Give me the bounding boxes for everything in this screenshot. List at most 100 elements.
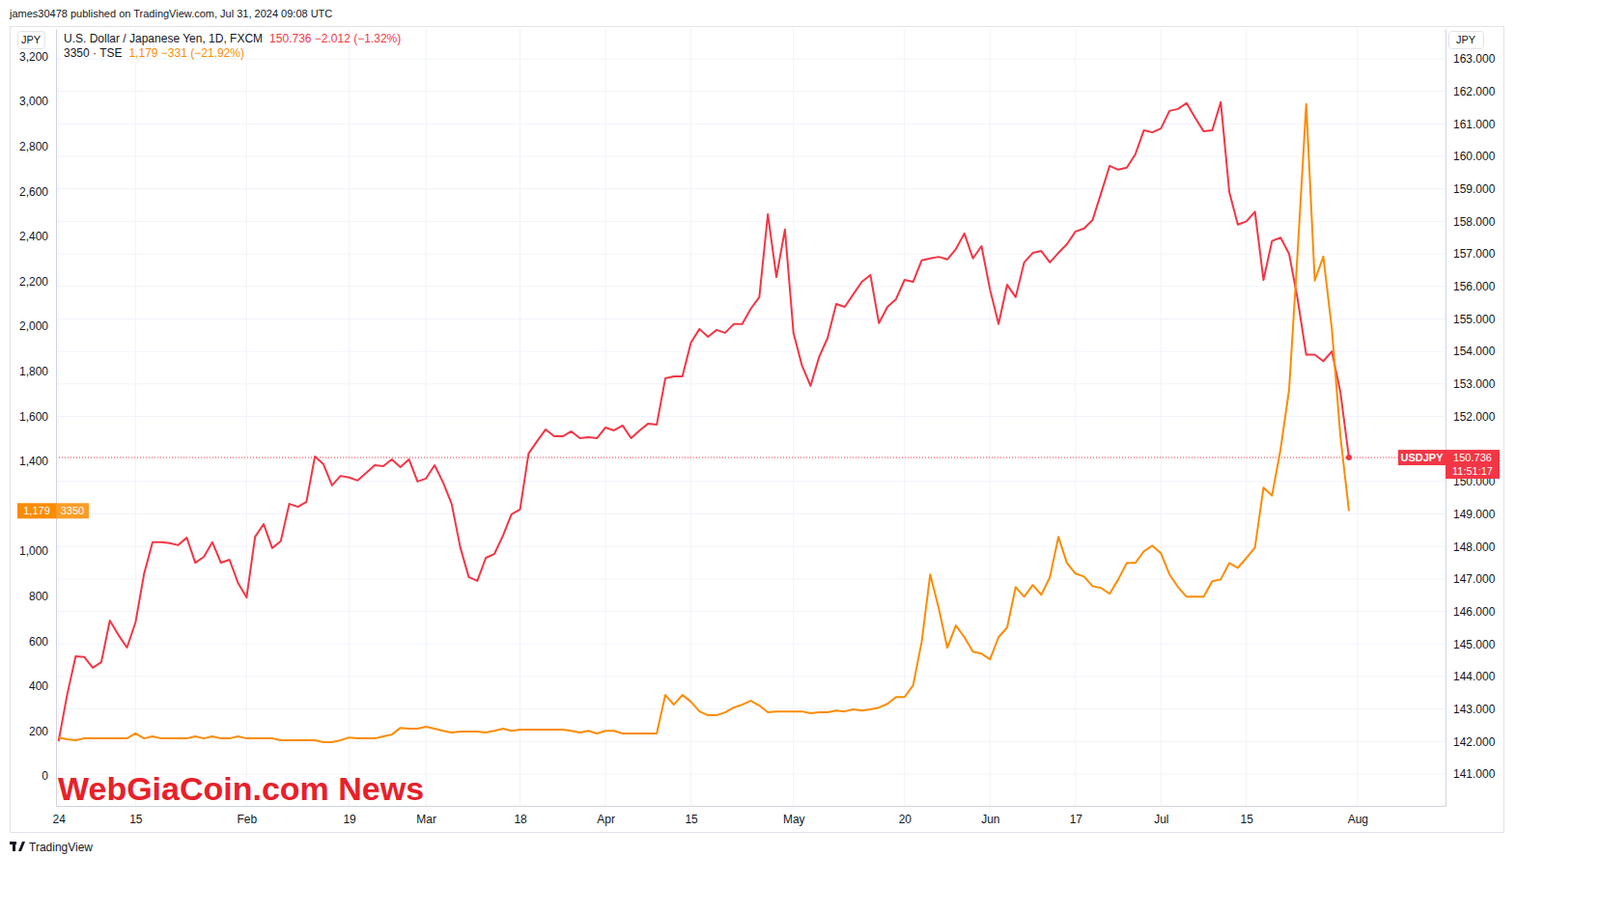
tick: 3,000 [19, 94, 57, 109]
legend-value: 1,179 −331 (−21.92%) [128, 46, 244, 60]
tick: 143.000 [1445, 702, 1496, 717]
price-line [56, 457, 1446, 459]
tick-label: 3,000 [19, 94, 49, 109]
tick-label: 163.000 [1453, 52, 1496, 66]
tick: 146.000 [1445, 605, 1496, 619]
grid [56, 28, 1446, 807]
tick: 19 [342, 806, 357, 827]
tick: 15 [684, 806, 699, 827]
tick-label: Jul [1153, 813, 1169, 827]
tick: May [783, 806, 806, 827]
price-tag: 1,1793350 [17, 503, 89, 519]
grid-line [56, 675, 1446, 677]
tick-label: 142.000 [1453, 735, 1496, 750]
logo-icon [18, 842, 26, 852]
last-point [1346, 454, 1352, 461]
background [0, 0, 1600, 913]
grid-line [56, 611, 1446, 613]
tick: 15 [129, 806, 143, 827]
tick-label: Mar [416, 813, 437, 827]
tick: 152.000 [1445, 410, 1496, 424]
tick: 2,400 [19, 229, 57, 244]
tick-label: 155.000 [1453, 312, 1496, 327]
tick: 156.000 [1445, 280, 1496, 294]
tick-label: 162.000 [1453, 84, 1496, 99]
tick: 155.000 [1445, 312, 1496, 327]
grid-line [56, 644, 1446, 646]
plot-area [56, 102, 1446, 743]
grid-line [1074, 28, 1076, 807]
grid-line [56, 188, 1446, 190]
grid-line [348, 28, 350, 807]
grid-line [1356, 28, 1358, 807]
grid-line [56, 156, 1446, 158]
tick: 1,000 [19, 544, 57, 559]
tick-label: 146.000 [1453, 605, 1496, 619]
tick: 163.000 [1445, 52, 1496, 66]
tick: 1,600 [19, 410, 57, 424]
tick: 20 [898, 806, 913, 827]
currency-label: JPY [1456, 33, 1477, 46]
tick-label: 1,000 [19, 544, 49, 559]
tick: 145.000 [1445, 638, 1496, 652]
grid-line [56, 123, 1446, 125]
tick-label: 143.000 [1453, 702, 1496, 717]
tick: 600 [28, 635, 57, 649]
tick: 15 [1240, 806, 1255, 827]
price-tag-label: USDJPY [1400, 451, 1444, 464]
grid-line [57, 28, 59, 807]
y2-axis: 141.000142.000143.000144.000145.000146.0… [1445, 29, 1496, 808]
tick-label: 158.000 [1453, 215, 1496, 229]
tick-label: 200 [28, 725, 49, 739]
grid-line [56, 253, 1446, 255]
tick: 2,600 [19, 185, 57, 199]
tick-label: 17 [1069, 813, 1084, 827]
tick-label: 20 [898, 813, 913, 827]
tick-label: 154.000 [1453, 344, 1496, 359]
grid-line [56, 480, 1446, 482]
price-tag-value: 150.736 [1453, 451, 1492, 464]
price-tag: USDJPY150.73611:51:17 [1398, 449, 1500, 479]
tick-label: Aug [1347, 813, 1369, 827]
tick-label: 1,400 [19, 454, 49, 469]
tick: 158.000 [1445, 215, 1496, 229]
tick: 800 [28, 589, 57, 604]
logo: TradingView [9, 841, 93, 855]
tick: 147.000 [1445, 572, 1496, 587]
tick: Apr [596, 806, 616, 827]
tick-label: 2,200 [19, 275, 49, 289]
tick: 18 [513, 806, 528, 827]
grid-line [989, 28, 991, 807]
tick: 148.000 [1445, 540, 1496, 555]
tick-label: 153.000 [1453, 377, 1496, 392]
grid-line [56, 513, 1446, 515]
tick: 1,400 [19, 454, 57, 469]
tick-label: 600 [28, 635, 49, 649]
tick-label: 157.000 [1453, 247, 1496, 261]
tick: 160.000 [1445, 149, 1496, 164]
grid-line [56, 318, 1446, 320]
tick-label: 3,200 [19, 50, 49, 64]
grid-line [56, 708, 1446, 710]
tick-label: 19 [342, 813, 357, 827]
axis-line [56, 29, 57, 808]
tick: 24 [52, 806, 66, 827]
tick: 154.000 [1445, 344, 1496, 359]
tick: Feb [237, 806, 258, 827]
series-line [58, 104, 1349, 743]
tick: 161.000 [1445, 117, 1496, 132]
tick-label: 149.000 [1453, 507, 1496, 522]
tick: Jul [1153, 806, 1169, 827]
currency-box [18, 31, 46, 50]
tick-label: 0 [41, 769, 49, 784]
tick: 2,800 [19, 140, 57, 154]
grid-line [135, 28, 137, 807]
grid-line [1160, 28, 1162, 807]
tick-label: 2,600 [19, 185, 49, 199]
grid-line [1245, 28, 1247, 807]
tick-label: 800 [28, 589, 49, 604]
tick: 2,000 [19, 319, 57, 334]
tick-label: 144.000 [1453, 670, 1496, 684]
tick: 142.000 [1445, 735, 1496, 750]
grid-line [605, 28, 607, 807]
